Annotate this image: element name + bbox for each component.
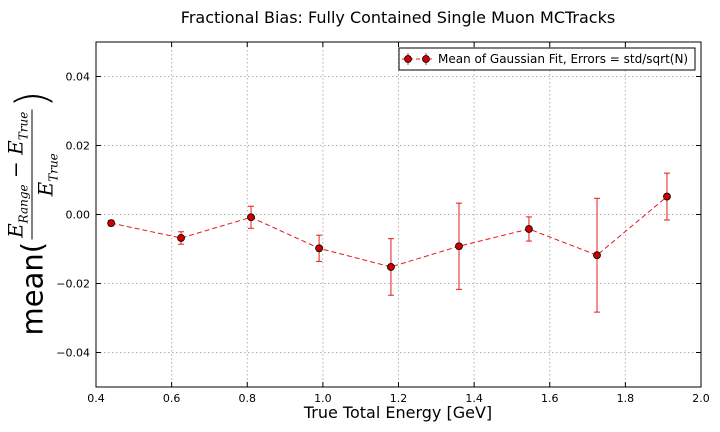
y-label-mean-word: mean( — [15, 241, 49, 336]
x-tick-label: 0.6 — [163, 392, 181, 405]
y-label-numerator: ERange − ETrue — [3, 109, 33, 240]
x-tick-label: 1.6 — [541, 392, 559, 405]
data-point — [247, 213, 255, 222]
data-point — [315, 244, 323, 253]
x-tick-label: 0.4 — [87, 392, 105, 405]
x-axis-tick-labels: 0.4 0.6 0.8 1.0 1.2 1.4 1.6 1.8 2.0 — [87, 392, 710, 405]
y-axis-label: mean( ERange − ETrue ETrue ) — [3, 90, 61, 336]
y-label-denominator: ETrue — [33, 153, 61, 197]
legend-entry-label: Mean of Gaussian Fit, Errors = std/sqrt(… — [438, 52, 688, 66]
legend-marker-right — [422, 55, 430, 63]
y-axis-tick-labels: −0.04 −0.02 0.00 0.02 0.04 — [56, 71, 90, 360]
x-axis-label: True Total Energy [GeV] — [303, 403, 492, 422]
legend: Mean of Gaussian Fit, Errors = std/sqrt(… — [398, 47, 696, 71]
data-series — [107, 172, 671, 313]
series-line — [110, 196, 668, 268]
data-point — [387, 263, 395, 271]
legend-box — [398, 47, 696, 71]
chart-title: Fractional Bias: Fully Contained Single … — [181, 8, 615, 27]
x-tick-label: 1.4 — [465, 392, 483, 405]
data-point — [525, 225, 533, 233]
y-label-close-paren: ) — [6, 90, 57, 108]
x-tick-label: 2.0 — [692, 392, 710, 405]
data-point — [177, 234, 185, 242]
y-tick-label: 0.02 — [66, 140, 91, 153]
y-tick-label: −0.02 — [56, 278, 90, 291]
legend-marker-left — [404, 55, 412, 63]
data-point — [663, 192, 671, 201]
data-point — [593, 251, 601, 260]
data-point — [455, 242, 463, 251]
y-tick-label: 0.00 — [66, 209, 91, 222]
axis-ticks — [95, 42, 702, 387]
grid-lines — [96, 42, 701, 387]
y-axis-label-area: mean( ERange − ETrue ETrue ) — [0, 0, 61, 432]
y-tick-label: 0.04 — [66, 71, 91, 84]
x-tick-label: 1.0 — [314, 392, 332, 405]
data-point — [107, 219, 116, 228]
x-tick-label: 1.8 — [617, 392, 635, 405]
y-tick-label: −0.04 — [56, 347, 90, 360]
y-label-fraction: ERange − ETrue ETrue — [3, 109, 61, 240]
x-tick-label: 1.2 — [390, 392, 408, 405]
x-tick-label: 0.8 — [239, 392, 257, 405]
